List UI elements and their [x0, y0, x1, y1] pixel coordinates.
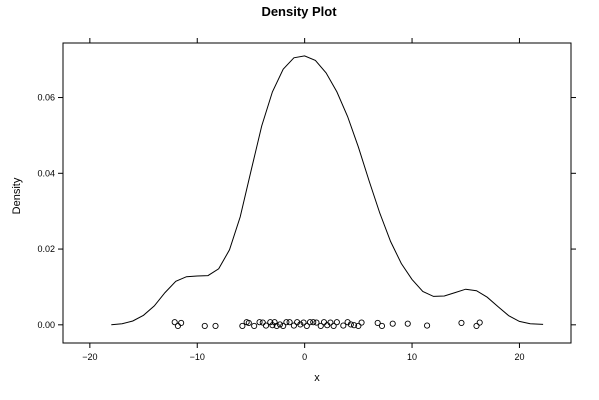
rug-point	[347, 321, 354, 328]
rug-point	[424, 322, 431, 329]
rug-point	[174, 322, 181, 330]
rug-point	[212, 322, 219, 330]
rug-point	[330, 322, 337, 330]
y-axis-label: Density	[11, 177, 23, 214]
y-tick-label: 0.04	[37, 168, 55, 178]
rug-point	[297, 321, 304, 328]
rug-point	[201, 322, 208, 330]
rug-point	[178, 319, 185, 326]
rug-point	[283, 319, 290, 326]
chart-title: Density Plot	[261, 4, 337, 19]
rug-point	[313, 319, 320, 326]
rug-point	[306, 319, 314, 326]
rug-point	[245, 319, 252, 326]
rug-point	[358, 319, 365, 326]
rug-point	[317, 322, 324, 330]
rug-point	[351, 322, 358, 329]
rug-point	[273, 322, 280, 330]
y-tick-label: 0.06	[37, 93, 55, 103]
rug-points	[171, 319, 483, 330]
x-tick-label: 20	[514, 352, 524, 362]
rug-point	[458, 319, 465, 326]
rug-point	[310, 319, 317, 326]
rug-point	[239, 322, 246, 330]
plot-frame	[62, 42, 572, 344]
y-tick-label: 0.02	[37, 244, 55, 254]
rug-point	[333, 319, 340, 326]
plot-area: −20 −10 0 10 20 0.00 0.02 0.04 0.06	[37, 38, 576, 362]
rug-point	[259, 319, 266, 326]
rug-point	[171, 319, 178, 326]
x-tick-label: −10	[190, 352, 205, 362]
rug-point	[303, 322, 310, 330]
rug-point	[300, 319, 307, 326]
x-axis-label: x	[314, 372, 320, 384]
rug-point	[389, 320, 396, 327]
rug-point	[378, 322, 386, 330]
rug-point	[404, 320, 411, 327]
y-tick-label: 0.00	[37, 320, 55, 330]
x-tick-label: −20	[82, 352, 97, 362]
rug-point	[476, 319, 483, 326]
rug-point	[355, 322, 362, 330]
density-curve	[111, 55, 544, 326]
x-tick-label: 0	[302, 352, 307, 362]
rug-point	[262, 322, 270, 329]
x-tick-label: 10	[407, 352, 417, 362]
rug-point	[251, 322, 258, 330]
rug-point	[286, 319, 293, 326]
rug-point	[276, 321, 283, 328]
rug-point	[374, 319, 381, 326]
rug-point	[290, 322, 297, 329]
rug-point	[473, 322, 480, 330]
rug-point	[340, 322, 347, 329]
rug-point	[256, 319, 263, 326]
rug-point	[280, 322, 287, 330]
rug-point	[320, 319, 328, 326]
rug-point	[327, 319, 334, 326]
